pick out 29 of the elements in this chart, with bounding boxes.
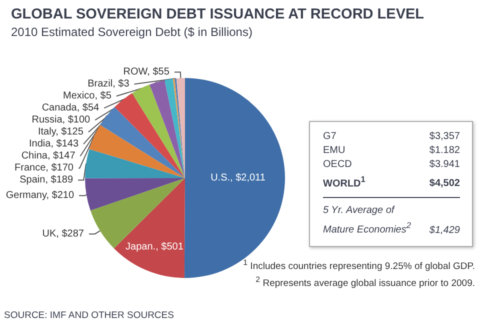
slice-label: France, $170: [14, 162, 74, 174]
text: WORLD$^{1}$: [323, 173, 366, 192]
text: $1,429: [429, 224, 460, 238]
text: 5 Yr. Average of Mature Economies$^{2}$: [323, 204, 412, 238]
text: $^{1}$ Includes countries representing 9.25% of global GDP.: [243, 257, 475, 274]
text: $3,357: [429, 130, 460, 144]
text: $4,502: [429, 177, 460, 192]
slice-label: ROW, $55: [123, 66, 170, 78]
slice-label: UK, $287: [42, 228, 84, 240]
slice-label: Japan., $501: [126, 241, 184, 252]
text: $3.941: [429, 158, 460, 172]
slice-label: Italy, $125: [38, 126, 84, 138]
chart-title: GLOBAL SOVEREIGN DEBT ISSUANCE AT RECORD LEVEL: [11, 6, 424, 22]
slice-label: Spain, $189: [20, 174, 74, 186]
source-note: SOURCE: IMF AND OTHER SOURCES: [4, 310, 174, 321]
slice-label: Germany, $210: [6, 190, 74, 202]
slice-label: Mexico, $5: [63, 90, 112, 102]
text: $1.182: [429, 144, 460, 158]
text: G7: [323, 130, 336, 144]
text: EMU: [323, 144, 346, 158]
slice-label: India, $143: [29, 138, 79, 150]
slice-label: China, $147: [21, 150, 76, 162]
slice-label: Canada, $54: [42, 102, 100, 114]
text: OECD: [323, 158, 352, 172]
slice-label: Brazil, $3: [88, 78, 130, 90]
text: $^{2}$ Represents average global issuance prior to 2009.: [254, 274, 475, 290]
chart-subtitle: 2010 Estimated Sovereign Debt ($ in Billions): [11, 25, 252, 39]
slice-label: Russia, $100: [32, 114, 91, 126]
slice-label: U.S., $2,011: [210, 172, 266, 184]
